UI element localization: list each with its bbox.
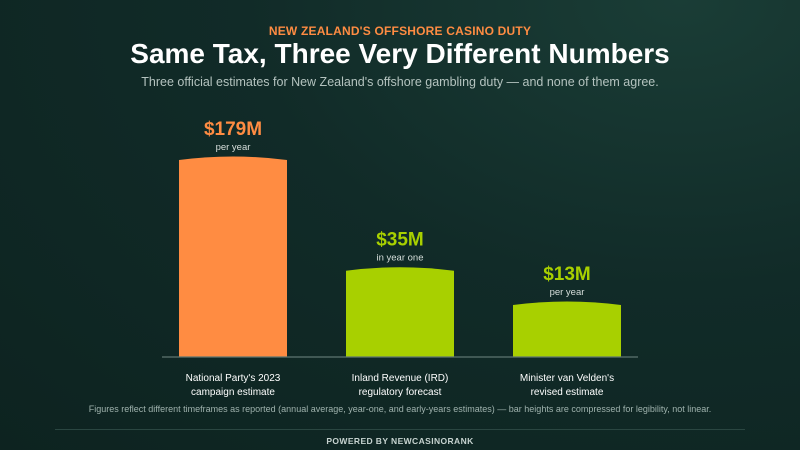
- bar-value-sublabel-1: per year: [216, 142, 251, 153]
- category-label-line: regulatory forecast: [359, 387, 442, 398]
- bar-value-sublabel-2: in year one: [376, 253, 423, 264]
- category-label-line: Inland Revenue (IRD): [352, 373, 449, 384]
- bar-value-label-2: $35M: [376, 230, 424, 251]
- chart-subtitle: Three official estimates for New Zealand…: [141, 75, 659, 89]
- chart-footnote: Figures reflect different timeframes as …: [88, 404, 712, 414]
- bar-1: [179, 156, 287, 357]
- powered-by-label: POWERED BY NEWCASINORANK: [326, 436, 474, 446]
- footer-divider: [55, 429, 745, 430]
- bar-value-label-3: $13M: [543, 264, 591, 285]
- category-label-line: National Party's 2023: [186, 373, 281, 384]
- category-label-2: Inland Revenue (IRD) regulatory forecast: [352, 373, 449, 398]
- category-label-1: National Party's 2023 campaign estimate: [186, 373, 281, 398]
- chart-kicker: NEW ZEALAND'S OFFSHORE CASINO DUTY: [268, 24, 532, 38]
- category-label-line: revised estimate: [531, 387, 604, 398]
- bar-2: [346, 267, 454, 357]
- bar-value-sublabel-3: per year: [550, 287, 585, 298]
- bar-value-label-1: $179M: [204, 119, 262, 140]
- chart-title: Same Tax, Three Very Different Numbers: [130, 38, 670, 69]
- category-label-line: campaign estimate: [191, 387, 275, 398]
- bar-3: [513, 301, 621, 357]
- category-label-line: Minister van Velden's: [520, 373, 614, 384]
- category-label-3: Minister van Velden's revised estimate: [520, 373, 614, 398]
